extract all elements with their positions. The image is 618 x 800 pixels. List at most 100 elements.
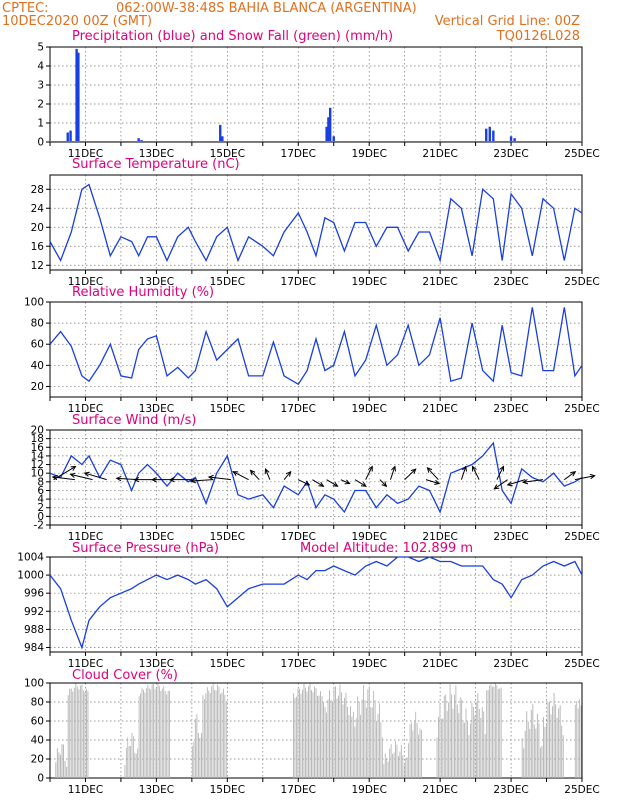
cloud-bar [205,693,207,778]
cloud-bar [312,692,314,778]
wind-arrow-head [360,481,367,487]
pressure-title: Surface Pressure (hPa) [72,541,219,556]
wind-arrow [425,479,440,485]
humidity-panel: 20 40 60 80 100 11DEC 13DEC 15DEC 17DEC 19DEC 21DE… [24,297,600,416]
cloud-bar [354,726,356,778]
precip-bar [75,48,78,142]
wind-ytick-label: 10 [31,468,44,480]
wind-ytick-label: 6 [37,485,44,497]
cloud-bar [333,687,335,778]
wind-arrow-head [344,479,351,485]
cloud-bar [360,714,362,778]
cloud-bar [364,700,366,778]
wind-xtick-label: 23DEC [493,531,528,543]
precip-bar [488,126,491,142]
cloud-bar [576,701,578,778]
wind-arrow [507,479,526,486]
cloud-bar [69,688,71,778]
cloud-bar [523,748,525,778]
wind-ytick-label: -2 [34,520,44,532]
humidity-ytick-label: 40 [31,360,44,372]
cloud-bar [492,686,493,778]
cloud-bar [351,716,353,778]
cloud-bar [318,695,320,778]
cloud-bar [212,683,214,778]
pressure-frame [49,556,583,653]
cloud-bar [443,695,445,778]
cloud-bar [199,737,201,778]
wind-arrow [84,472,107,481]
wind-arrow [494,479,508,490]
wind-arrow [563,471,576,481]
cloud-bar [459,697,461,778]
wind-arrow [574,475,595,481]
cloud-bar [335,686,336,778]
temperature-line [49,183,583,263]
wind-arrow-head [133,477,140,483]
cloud-ytick-label: 60 [31,716,44,728]
wind-arrow [191,479,214,482]
cloud-bar [61,744,63,778]
cloud-bar [315,688,317,778]
cloud-bar [208,690,210,778]
cloud-bar [138,696,140,778]
temperature-xtick-label: 13DEC [139,276,174,288]
cloud-bar [143,689,144,778]
cloud-bar [309,683,311,778]
cloud-bar [538,723,540,778]
cloud-bar [221,692,223,778]
wind-arrow-head [115,475,122,482]
cloud-bar [131,733,133,778]
cloud-bar [371,707,373,778]
cloud-xtick-label: 21DEC [422,784,457,796]
cloud-bar [127,737,129,778]
wind-arrow [379,479,387,487]
cloud-bar [387,761,389,778]
cloud-bar [363,685,364,778]
cloud-bar [330,699,332,778]
cloud-bar [144,692,146,778]
pressure-xtick-label: 25DEC [564,658,599,670]
precip-bar [492,130,495,142]
wind-xtick-label: 11DEC [68,531,103,543]
cloud-bar [225,700,227,778]
cloud-bar [499,688,501,778]
pressure-xtick-label: 21DEC [422,658,457,670]
cloud-bar [84,692,86,778]
cloud-bar [200,732,202,778]
cloud-bar [379,703,380,778]
cloud-bar [377,713,379,778]
cloud-bar [197,732,199,778]
cloud-bar [477,693,479,778]
cloud-bar [480,717,482,778]
temperature-ytick-label: 28 [31,184,44,196]
cloud-bar [415,711,417,778]
cloud-bar [321,696,323,778]
temperature-xtick-label: 23DEC [493,276,528,288]
pressure-ytick-label: 1004 [17,552,44,564]
precip-bar [513,138,516,142]
cloud-bar [577,708,579,778]
cloud-bar [56,748,58,778]
precip-bar [77,52,80,143]
precip-xtick-label: 23DEC [493,148,528,160]
cloud-xtick-label: 13DEC [139,784,174,796]
cloud-bar [397,755,399,778]
precip-xtick-label: 13DEC [139,148,174,160]
cloud-bar [395,741,396,778]
cloud-bar [85,689,87,778]
precip-xtick-label: 21DEC [422,148,457,160]
pressure-xtick-label: 13DEC [139,658,174,670]
cloud-bar [490,684,492,778]
temperature-frame [49,174,583,271]
cloud-ytick-label: 100 [24,678,44,690]
wind-arrow [70,473,93,481]
cloud-bar [357,696,359,778]
cloud-bar [82,690,84,778]
cloud-ytick-label: 40 [31,735,44,747]
header-run-time: 10DEC2020 00Z (GMT) [2,14,152,29]
cloud-bar [153,683,155,778]
cloud-xtick-label: 17DEC [281,784,316,796]
